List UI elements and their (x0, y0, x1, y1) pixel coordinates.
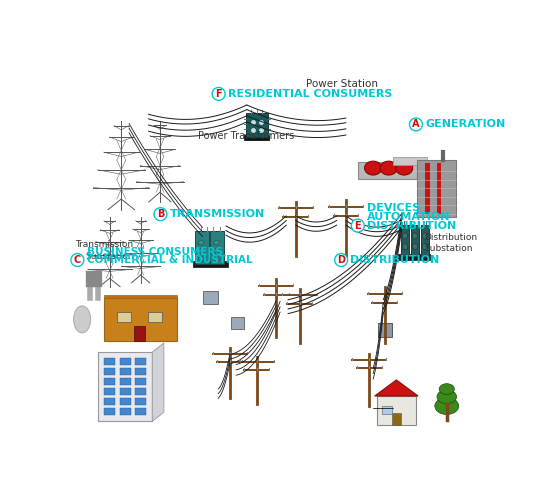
Ellipse shape (198, 240, 204, 245)
FancyBboxPatch shape (98, 352, 152, 422)
Ellipse shape (437, 390, 457, 404)
FancyBboxPatch shape (377, 396, 416, 425)
FancyBboxPatch shape (244, 135, 269, 139)
Text: Transmission
Substation: Transmission Substation (76, 241, 133, 260)
FancyBboxPatch shape (120, 387, 131, 395)
FancyBboxPatch shape (203, 291, 218, 305)
FancyBboxPatch shape (230, 317, 244, 329)
Text: Distribution
Substation: Distribution Substation (425, 233, 478, 253)
FancyBboxPatch shape (135, 368, 146, 375)
FancyBboxPatch shape (425, 164, 430, 213)
Ellipse shape (198, 256, 204, 261)
FancyBboxPatch shape (421, 225, 429, 256)
FancyBboxPatch shape (120, 368, 131, 375)
Ellipse shape (198, 248, 204, 253)
FancyBboxPatch shape (120, 398, 131, 405)
Text: F: F (215, 89, 222, 99)
FancyBboxPatch shape (120, 358, 131, 365)
Polygon shape (152, 343, 164, 422)
FancyBboxPatch shape (398, 254, 430, 260)
FancyBboxPatch shape (120, 408, 131, 415)
FancyBboxPatch shape (135, 326, 145, 341)
FancyBboxPatch shape (104, 298, 177, 341)
Text: DISTRIBUTION: DISTRIBUTION (351, 255, 440, 265)
Ellipse shape (412, 233, 418, 239)
FancyBboxPatch shape (135, 377, 146, 385)
Ellipse shape (396, 161, 413, 175)
Text: RESIDENTIAL CONSUMERS: RESIDENTIAL CONSUMERS (228, 89, 392, 99)
Polygon shape (375, 380, 418, 396)
FancyBboxPatch shape (135, 387, 146, 395)
Text: Power Station: Power Station (306, 79, 378, 89)
Ellipse shape (214, 240, 219, 245)
Text: B: B (157, 209, 164, 219)
FancyBboxPatch shape (411, 225, 419, 256)
FancyBboxPatch shape (135, 398, 146, 405)
FancyBboxPatch shape (117, 312, 131, 321)
Ellipse shape (422, 233, 427, 239)
FancyBboxPatch shape (120, 377, 131, 385)
Text: E: E (354, 221, 361, 231)
Ellipse shape (403, 244, 408, 249)
FancyBboxPatch shape (401, 225, 410, 256)
FancyBboxPatch shape (104, 295, 177, 298)
Text: COMMERCIAL & INDUSTRIAL: COMMERCIAL & INDUSTRIAL (86, 255, 252, 265)
FancyBboxPatch shape (210, 231, 225, 263)
FancyBboxPatch shape (148, 312, 162, 321)
Text: GENERATION: GENERATION (425, 120, 505, 129)
FancyBboxPatch shape (382, 406, 392, 414)
Text: DISTRIBUTION: DISTRIBUTION (367, 221, 456, 231)
Text: DEVICES: DEVICES (367, 203, 420, 213)
Ellipse shape (439, 384, 455, 394)
FancyBboxPatch shape (104, 398, 115, 405)
FancyBboxPatch shape (135, 408, 146, 415)
Text: TRANSMISSION: TRANSMISSION (170, 209, 265, 219)
FancyBboxPatch shape (195, 231, 209, 263)
FancyBboxPatch shape (358, 162, 427, 179)
FancyBboxPatch shape (378, 323, 392, 337)
FancyBboxPatch shape (104, 358, 115, 365)
Text: AUTOMATION: AUTOMATION (367, 212, 450, 222)
Ellipse shape (214, 256, 219, 261)
FancyBboxPatch shape (437, 164, 441, 213)
Ellipse shape (403, 233, 408, 239)
Text: C: C (74, 255, 81, 265)
FancyBboxPatch shape (104, 408, 115, 415)
FancyBboxPatch shape (418, 160, 456, 217)
FancyBboxPatch shape (135, 358, 146, 365)
Ellipse shape (380, 161, 397, 175)
Ellipse shape (214, 248, 219, 253)
FancyBboxPatch shape (246, 114, 267, 136)
FancyBboxPatch shape (392, 413, 401, 425)
Text: D: D (337, 255, 345, 265)
Text: BUSINESS CONSUMERS: BUSINESS CONSUMERS (86, 247, 222, 256)
Ellipse shape (422, 244, 427, 249)
FancyBboxPatch shape (104, 377, 115, 385)
Ellipse shape (435, 398, 459, 415)
Ellipse shape (73, 306, 91, 333)
FancyBboxPatch shape (104, 368, 115, 375)
FancyBboxPatch shape (192, 261, 228, 267)
FancyBboxPatch shape (104, 387, 115, 395)
Text: A: A (412, 120, 420, 129)
FancyBboxPatch shape (392, 157, 427, 165)
Text: Power Transformers: Power Transformers (198, 131, 294, 141)
Ellipse shape (364, 161, 382, 175)
Ellipse shape (412, 244, 418, 249)
